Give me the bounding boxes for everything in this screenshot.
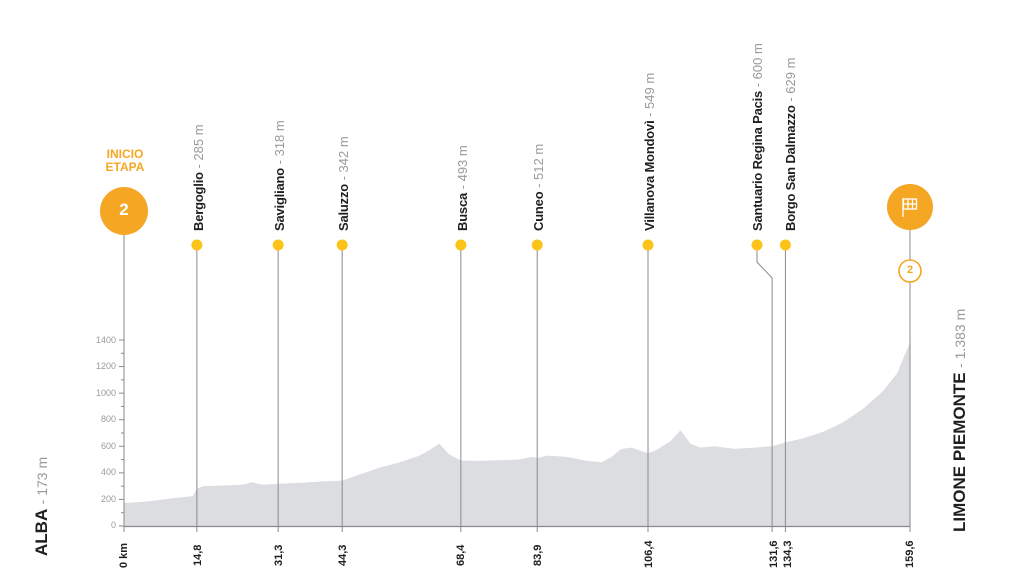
y-tick-label: 200: [100, 494, 116, 504]
marker-altitude: 549 m: [642, 72, 657, 109]
marker-dot: [272, 239, 284, 251]
marker-label: Bergoglio - 285 m: [191, 124, 206, 231]
marker-dot: [751, 239, 763, 251]
km-label: 83,9: [532, 544, 544, 566]
y-tick-label: 400: [100, 467, 116, 477]
marker-name: Saluzzo: [336, 184, 351, 231]
marker-altitude: 629 m: [783, 57, 798, 94]
finish-badge: [887, 184, 933, 283]
km-label: 31,3: [273, 544, 285, 566]
y-tick-label: 0: [110, 520, 116, 530]
finish-town-altitude: 1.383 m: [952, 308, 968, 360]
y-axis-ticks: [119, 339, 124, 527]
marker-dots: [191, 239, 791, 251]
km-label: 68,4: [455, 544, 467, 566]
marker-altitude: 600 m: [750, 43, 765, 80]
km-label: 0 km: [118, 542, 130, 568]
marker-dot: [531, 239, 543, 251]
y-tick-label: 1400: [95, 335, 116, 345]
start-title: INICIO ETAPA: [103, 148, 147, 174]
km-label: 44,3: [337, 544, 349, 566]
checkered-flag-icon: [902, 198, 918, 217]
start-title-line2: ETAPA: [105, 160, 145, 174]
y-tick-label: 600: [100, 441, 116, 451]
y-tick-label: 1000: [95, 388, 116, 398]
km-label: 14,8: [192, 544, 204, 566]
marker-name: Savigliano: [272, 167, 287, 231]
marker-altitude: 512 m: [531, 143, 546, 180]
start-town-altitude: 173 m: [34, 456, 50, 496]
marker-altitude: 342 m: [336, 136, 351, 173]
marker-name: Busca: [455, 192, 470, 231]
marker-label: Santuario Regina Pacis - 600 m: [750, 43, 765, 231]
marker-lines: [123, 235, 786, 527]
marker-altitude: 493 m: [455, 145, 470, 182]
elevation-profile-area: [124, 342, 910, 526]
marker-name: Cuneo: [531, 191, 546, 231]
marker-dot: [455, 239, 467, 251]
marker-altitude: 285 m: [191, 124, 206, 161]
finish-category-number: 2: [906, 264, 914, 276]
climb-category-badge: [898, 259, 922, 283]
marker-dot: [191, 239, 203, 251]
y-tick-label: 800: [100, 414, 116, 424]
marker-name: Villanova Mondovì: [642, 120, 657, 232]
marker-altitude: 318 m: [272, 120, 287, 157]
marker-label: Borgo San Dalmazzo - 629 m: [783, 57, 798, 231]
marker-label: Cuneo - 512 m: [531, 143, 546, 231]
marker-label: Saluzzo - 342 m: [336, 136, 351, 231]
finish-town-label: LIMONE PIEMONTE - 1.383 m: [950, 308, 969, 532]
km-label: 134,3: [782, 540, 794, 568]
marker-label: Busca - 493 m: [455, 145, 470, 231]
km-label: 131,6: [768, 540, 780, 568]
start-stage-badge: [100, 187, 148, 235]
start-town-label: ALBA - 173 m: [32, 456, 51, 556]
km-label: 159,6: [904, 540, 916, 568]
marker-name: Santuario Regina Pacis: [750, 90, 765, 231]
marker-name: Bergoglio: [191, 172, 206, 231]
marker-name: Borgo San Dalmazzo: [783, 105, 798, 231]
start-stage-number: 2: [119, 200, 129, 219]
km-label: 106,4: [643, 540, 655, 568]
marker-label: Savigliano - 318 m: [272, 120, 287, 231]
start-town-name: ALBA: [32, 508, 51, 556]
finish-town-name: LIMONE PIEMONTE: [950, 372, 969, 532]
marker-dot: [779, 239, 791, 251]
marker-dot: [336, 239, 348, 251]
marker-label: Villanova Mondovì - 549 m: [642, 72, 657, 232]
y-tick-label: 1200: [95, 361, 116, 371]
start-title-line1: INICIO: [106, 147, 144, 161]
marker-dot: [642, 239, 654, 251]
